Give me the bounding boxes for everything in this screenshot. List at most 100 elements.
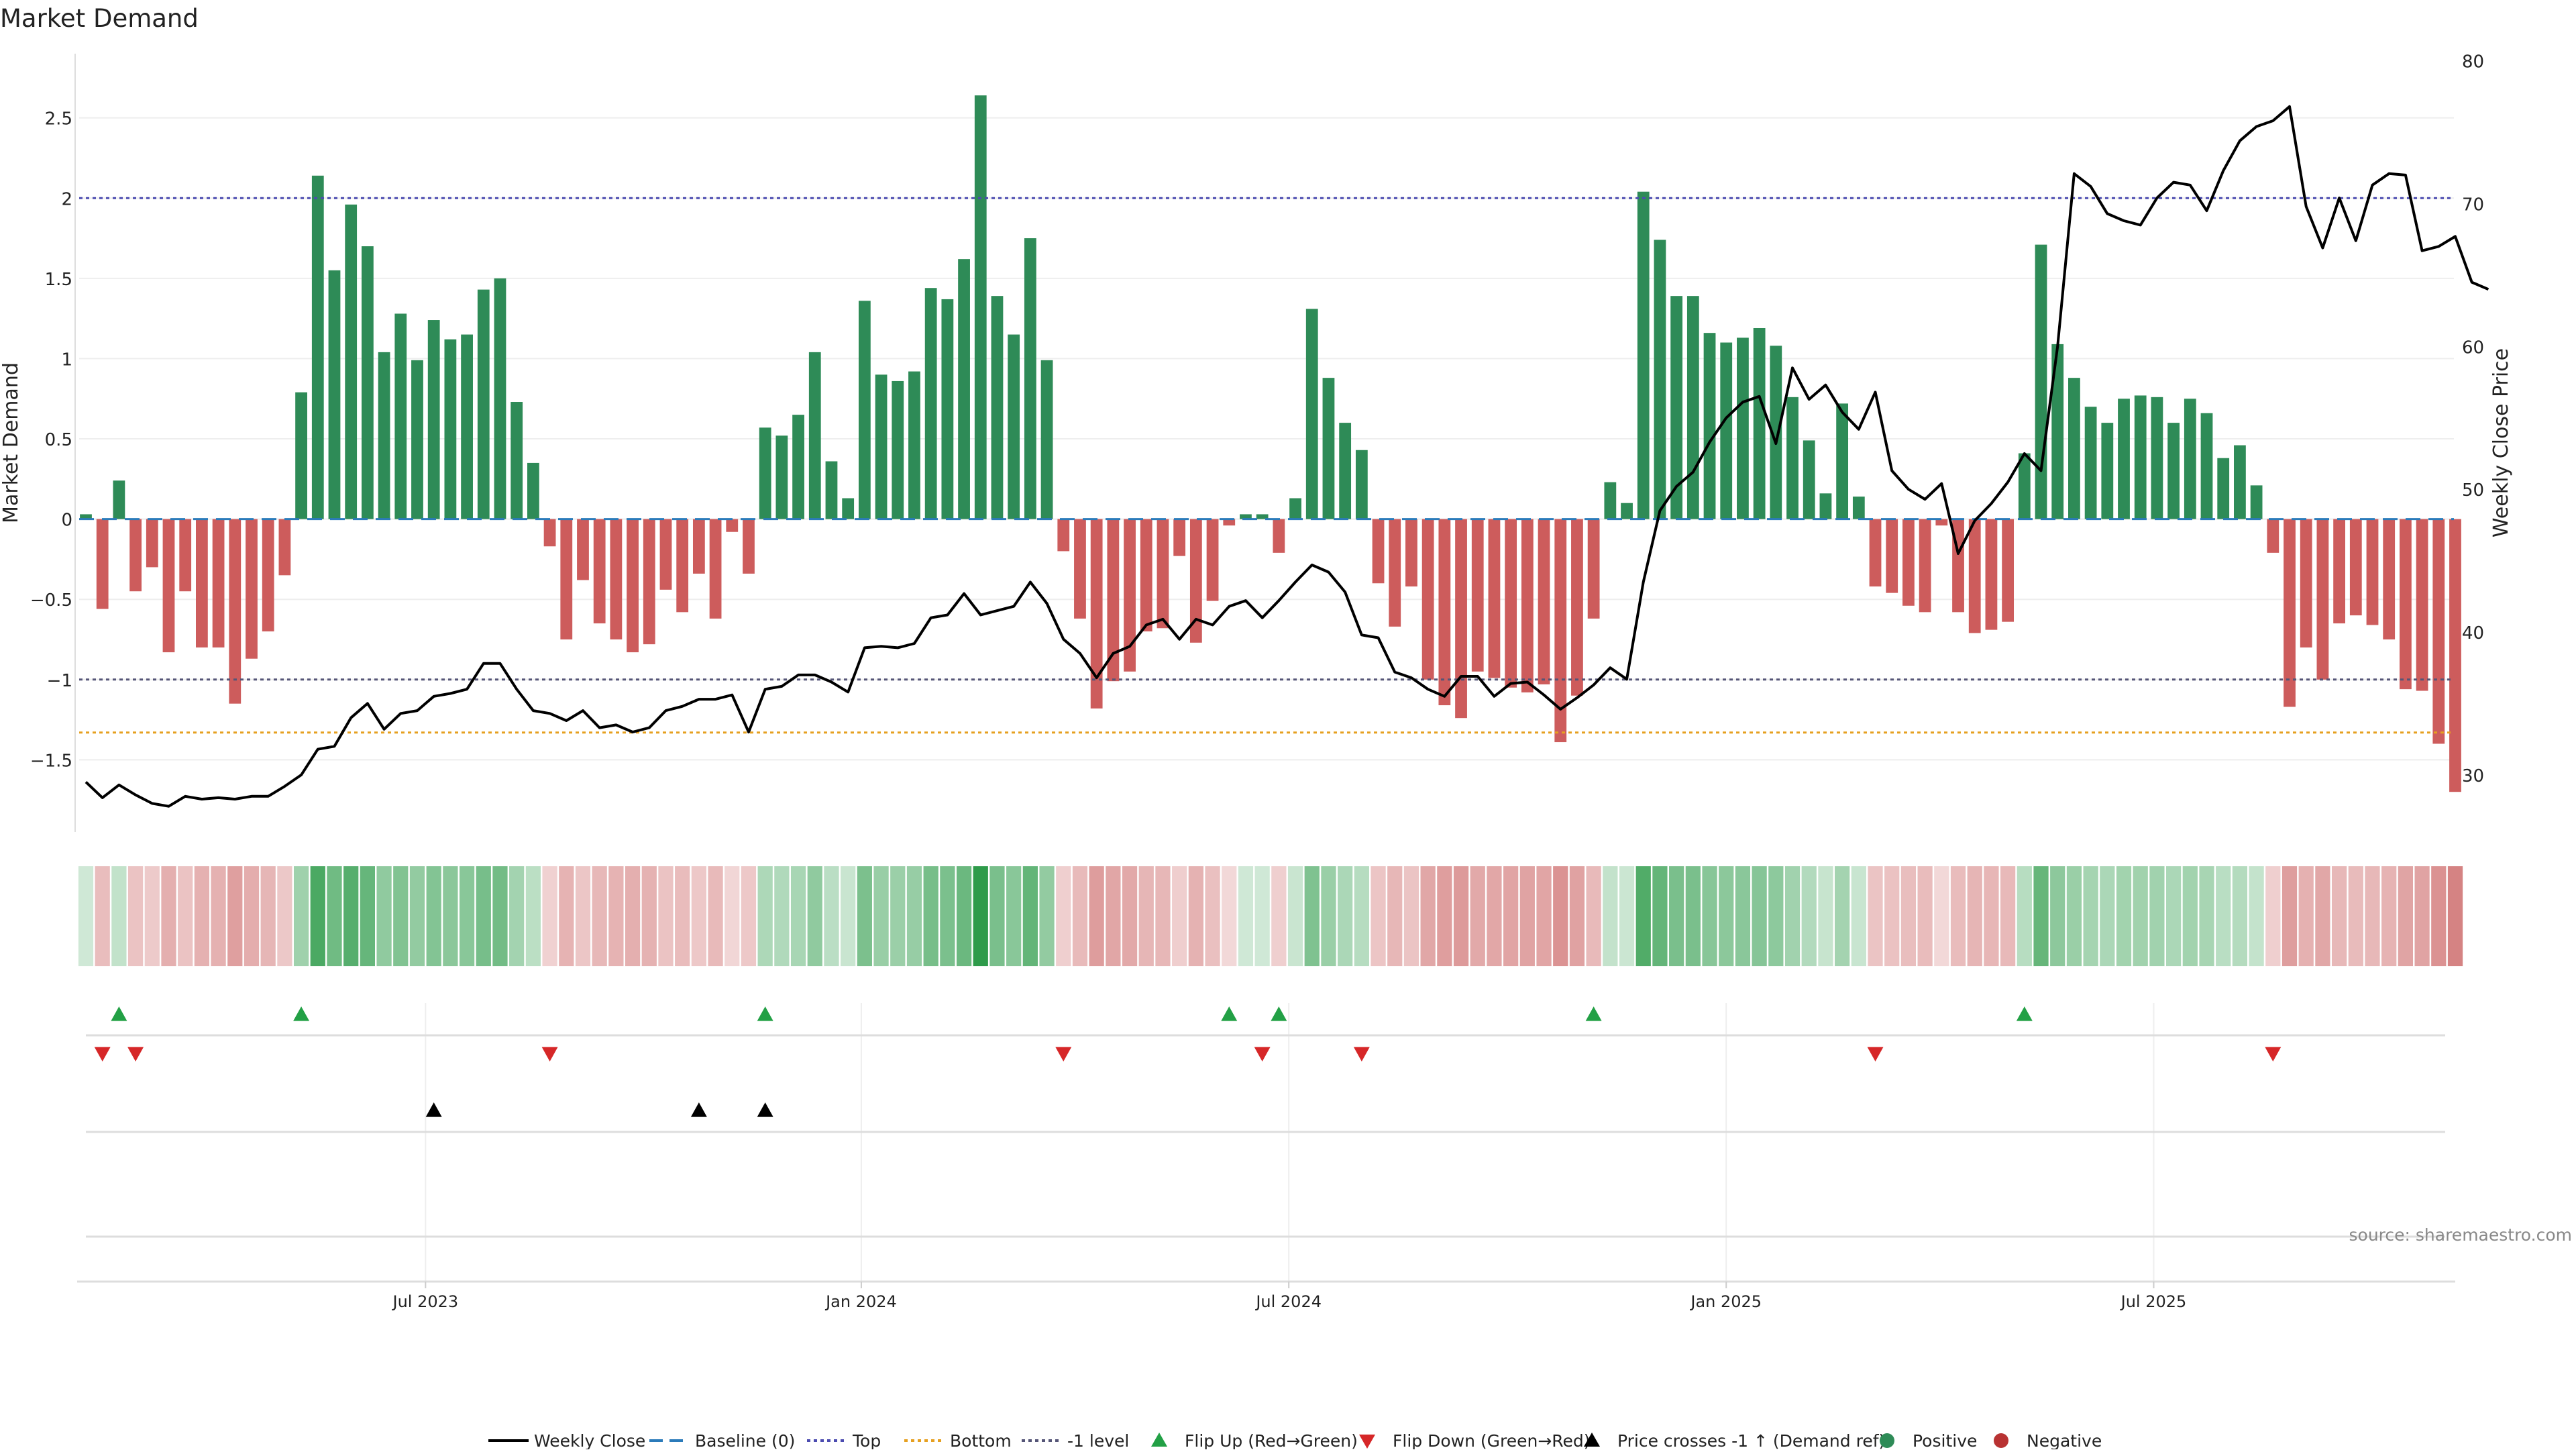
demand-bar-negative <box>1505 519 1517 688</box>
demand-bar-negative <box>1869 519 1882 587</box>
heat-cell <box>1569 866 1585 966</box>
heat-cell <box>857 866 872 966</box>
heat-cell <box>1984 866 1999 966</box>
heat-cell <box>1752 866 1767 966</box>
demand-bar-positive <box>892 380 904 519</box>
heat-cell <box>841 866 856 966</box>
demand-bar-negative <box>1189 519 1202 643</box>
heat-cell <box>2282 866 2298 966</box>
demand-bar-negative <box>196 519 208 647</box>
heat-cell <box>2133 866 2148 966</box>
heat-cell <box>724 866 740 966</box>
demand-bar-negative <box>1273 519 1285 553</box>
y-left-tick-label: 0 <box>61 511 72 531</box>
heat-cell <box>575 866 591 966</box>
flip-up-marker <box>1221 1006 1238 1021</box>
demand-bar-negative <box>2349 519 2362 616</box>
weekly-close-line <box>85 105 2489 808</box>
y-right-tick-label: 30 <box>2462 766 2484 786</box>
demand-bar-positive <box>991 296 1004 519</box>
heat-cell <box>1818 866 1833 966</box>
heat-cell <box>310 866 325 966</box>
heat-cell <box>509 866 525 966</box>
demand-bar-positive <box>1604 482 1617 519</box>
demand-bar-positive <box>511 402 523 519</box>
demand-bar-negative <box>179 519 192 592</box>
demand-bar-negative <box>129 519 142 592</box>
heat-cell <box>1917 866 1933 966</box>
x-tick-label: Jan 2024 <box>824 1292 897 1311</box>
demand-bar-negative <box>2333 519 2345 624</box>
heat-cell <box>161 866 176 966</box>
demand-bar-positive <box>2068 378 2080 519</box>
demand-bar-positive <box>1355 450 1368 519</box>
heat-cell <box>641 866 657 966</box>
x-tick-label: Jan 2025 <box>1689 1292 1762 1311</box>
heat-cell <box>1056 866 1071 966</box>
demand-bar-negative <box>246 519 258 659</box>
demand-bar-positive <box>1339 423 1352 519</box>
demand-bar-negative <box>1421 519 1434 680</box>
heat-cell <box>873 866 889 966</box>
flip-up-marker <box>757 1006 773 1021</box>
flip-up-marker <box>2016 1006 2033 1021</box>
flip-up-marker <box>1585 1006 1602 1021</box>
demand-bar-positive <box>974 95 987 519</box>
flip-down-marker <box>1254 1047 1271 1061</box>
flip-down-marker <box>94 1047 111 1061</box>
legend-swatch-positive <box>1880 1433 1894 1448</box>
demand-bar-positive <box>875 374 888 519</box>
demand-bar-positive <box>1289 498 1301 519</box>
demand-bar-positive <box>2217 458 2230 519</box>
heat-cell <box>2100 866 2115 966</box>
heat-cell <box>989 866 1005 966</box>
demand-bar-positive <box>2200 413 2213 519</box>
demand-bar-negative <box>593 519 606 624</box>
demand-bar-positive <box>842 498 855 519</box>
axes: 2.5 2 1.5 1 0.5 0 −0.5 −1 −1.5 80 70 60 50 40 30 Jul 20… <box>30 52 2484 1311</box>
heat-cell <box>2066 866 2082 966</box>
demand-bar-positive <box>808 352 821 519</box>
heat-cell <box>95 866 110 966</box>
y-right-label: Weekly Close Price <box>2489 348 2513 537</box>
heat-cell <box>2199 866 2214 966</box>
demand-bar-negative <box>577 519 589 580</box>
price-line-layer <box>85 105 2489 808</box>
heat-cell <box>260 866 276 966</box>
heat-cell <box>1536 866 1552 966</box>
flip-down-marker <box>2265 1047 2282 1061</box>
heat-cell <box>492 866 508 966</box>
heat-strip <box>78 866 2463 966</box>
heat-cell <box>1702 866 1717 966</box>
heat-cell <box>244 866 260 966</box>
demand-bar-negative <box>2284 519 2296 707</box>
demand-bar-negative <box>659 519 672 590</box>
heat-cell <box>1868 866 1883 966</box>
y-right-tick-label: 40 <box>2462 623 2484 643</box>
demand-bar-negative <box>1919 519 1931 613</box>
demand-bar-negative <box>1538 519 1550 684</box>
heat-cell <box>2116 866 2132 966</box>
demand-bar-positive <box>1753 327 1766 519</box>
demand-bar-negative <box>1521 519 1534 692</box>
heat-cell <box>426 866 441 966</box>
heat-cell <box>1487 866 1502 966</box>
legend-label-minus_one: -1 level <box>1067 1431 1129 1449</box>
demand-bar-positive <box>113 480 125 519</box>
demand-bar-positive <box>924 288 937 519</box>
demand-bar-negative <box>676 519 689 613</box>
y-right-tick-label: 50 <box>2462 480 2484 501</box>
demand-bar-negative <box>743 519 755 574</box>
demand-bar-negative <box>1090 519 1103 709</box>
demand-bar-positive <box>427 320 440 519</box>
reference-lines <box>79 197 2454 734</box>
demand-bar-positive <box>1008 334 1020 519</box>
y-left-tick-label: 0.5 <box>45 430 72 450</box>
demand-bar-positive <box>792 415 804 519</box>
demand-bar-positive <box>2167 423 2180 519</box>
heat-cell <box>2249 866 2264 966</box>
y-left-tick-label: −0.5 <box>30 590 72 611</box>
demand-bar-positive <box>1654 240 1666 519</box>
demand-bar-positive <box>2151 397 2163 519</box>
